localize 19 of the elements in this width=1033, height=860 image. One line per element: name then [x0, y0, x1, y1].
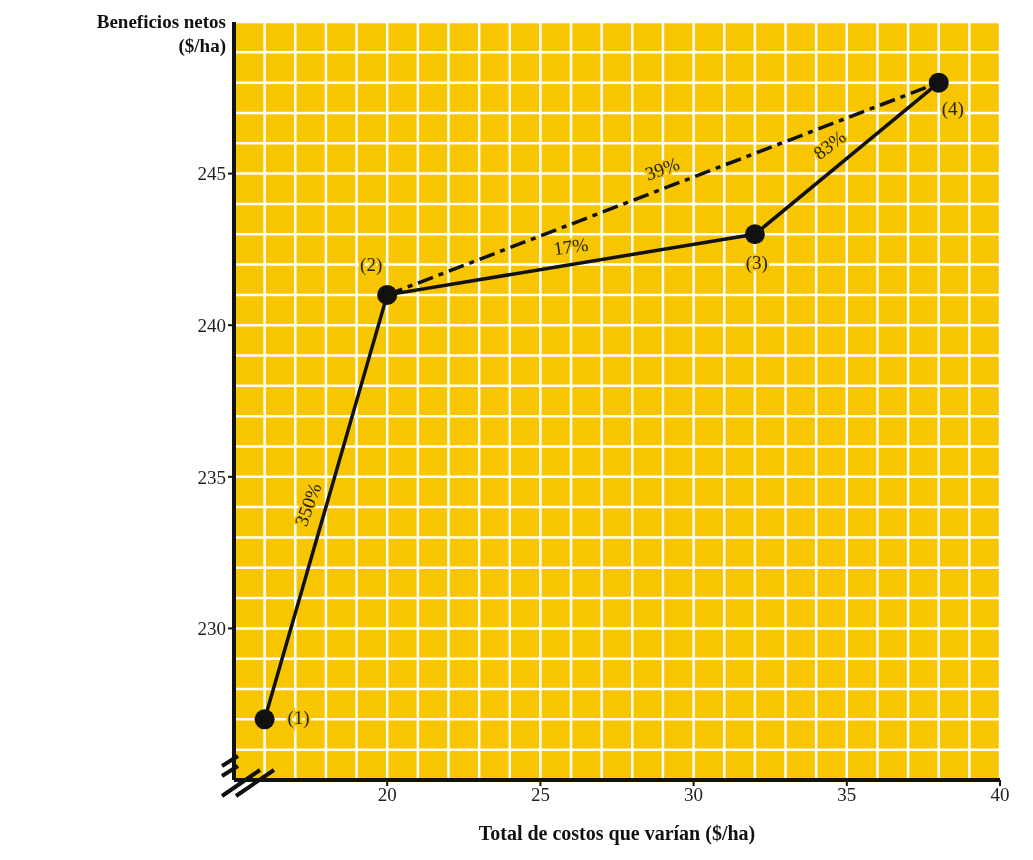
point: [254, 709, 275, 730]
point: [744, 224, 765, 245]
y-tick-label: 245: [197, 163, 226, 185]
x-tick-label: 40: [990, 784, 1010, 806]
annotation: 83%: [809, 125, 850, 164]
x-tick-label: 35: [837, 784, 857, 806]
annotation: 39%: [642, 152, 683, 185]
point: [377, 284, 398, 305]
x-tick-label: 30: [684, 784, 704, 806]
y-tick-label: 235: [197, 466, 226, 488]
x-tick-label: 25: [530, 784, 550, 806]
y-tick-label: 230: [197, 618, 226, 640]
y-tick-label: 240: [197, 314, 226, 336]
annotation: 17%: [552, 233, 590, 260]
y-axis-title: Beneficios netos ($/ha): [95, 10, 226, 58]
annotation: 350%: [290, 479, 326, 529]
point: [928, 72, 949, 93]
x-tick-label: 20: [377, 784, 397, 806]
x-axis-title: Total de costos que varían ($/ha): [477, 822, 757, 845]
